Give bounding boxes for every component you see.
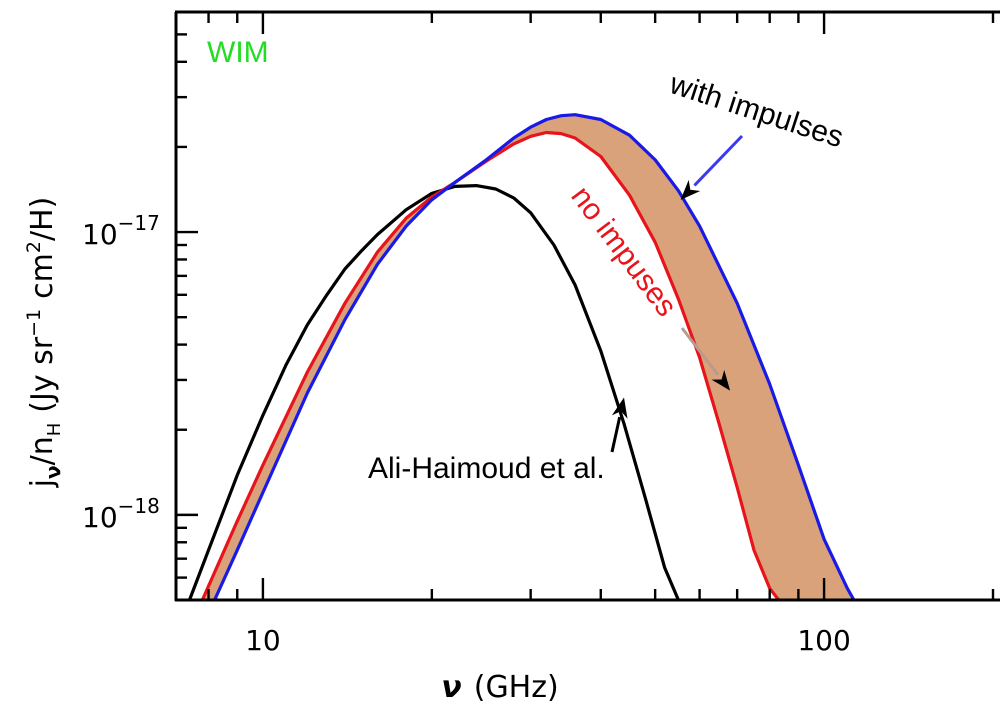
arrow-shaft-no <box>680 327 720 376</box>
y-axis-exp2: 2 <box>23 241 45 253</box>
series-line-no-impulses <box>200 130 780 601</box>
x-axis-title: ν (GHz) <box>441 670 558 702</box>
y-axis-title: jν/nH (Jy sr−1 cm2/H) <box>23 197 65 489</box>
y-axis-h: H <box>44 423 65 437</box>
y-axis-j: j <box>25 479 60 488</box>
x-axis-unit: (GHz) <box>474 670 559 702</box>
annotation-with-impulses: with impulses <box>665 67 847 154</box>
y-axis-unit-c: /H) <box>25 197 60 241</box>
y-axis-unit-b: cm <box>25 253 60 299</box>
annotation-arrows <box>610 134 744 453</box>
x-tick-label: 100 <box>797 624 850 657</box>
y-axis-unit-a: (Jy sr <box>25 336 60 412</box>
y-tick-label: 10−18 <box>82 494 160 534</box>
shaded-band-layer <box>202 114 854 600</box>
arrow-shaft-ali <box>610 416 622 453</box>
plot-frame <box>174 10 1000 602</box>
annotation-ali-haimoud: Ali-Haimoud et al. <box>368 452 605 485</box>
series-layer <box>188 113 856 601</box>
y-axis-nu: ν <box>41 465 65 479</box>
arrow-head-no <box>711 369 731 391</box>
band-between-impulse-curves <box>202 114 854 600</box>
arrow-head-with <box>680 179 701 200</box>
panel-label: WIM <box>207 36 269 69</box>
x-axis-symbol: ν <box>441 670 461 702</box>
y-axis-slash: /n <box>25 436 60 465</box>
arrow-head-ali <box>611 397 628 419</box>
x-tick-label: 10 <box>245 624 281 657</box>
y-axis-exp1: −1 <box>23 309 45 337</box>
arrow-shaft-with <box>693 134 744 187</box>
axis-ticks: 10 100 10−17 10−18 <box>82 10 995 657</box>
series-line-with-impulses <box>213 113 856 601</box>
y-tick-label: 10−17 <box>82 211 160 251</box>
